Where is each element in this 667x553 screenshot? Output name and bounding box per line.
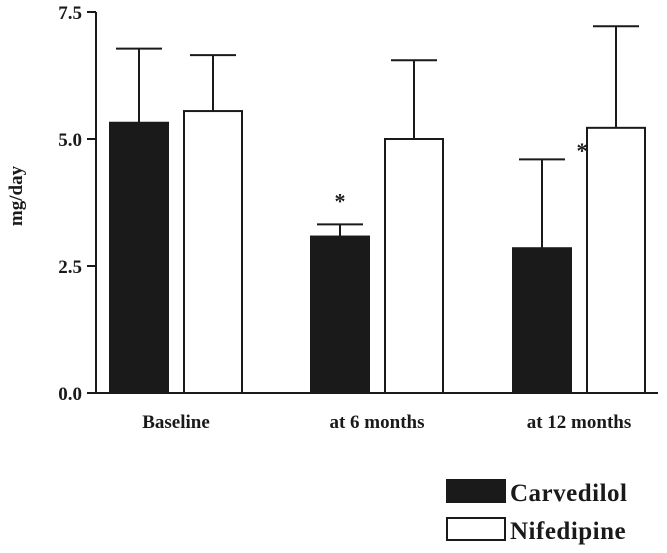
error-bar-nifedipine-0 [190, 54, 236, 112]
legend-swatch-carvedilol [446, 479, 506, 503]
y-tick-label: 7.5 [58, 3, 82, 24]
legend-label-nifedipine: Nifedipine [510, 518, 626, 545]
x-tick-label: Baseline [142, 412, 210, 433]
y-tick-label: 0.0 [58, 384, 82, 405]
error-bar-carvedilol-2 [519, 158, 565, 249]
x-tick-label: at 12 months [527, 412, 632, 433]
legend-label-carvedilol: Carvedilol [510, 480, 628, 507]
error-bar-carvedilol-0 [116, 47, 162, 123]
category-labels: Baseline at 6 months at 12 months [142, 412, 631, 433]
significance-annotations: ** [335, 138, 588, 213]
y-axis-label: mg/day [6, 165, 27, 226]
bar-nifedipine-0 [183, 110, 243, 394]
legend: Carvedilol Nifedipine [446, 479, 628, 545]
bar-carvedilol-1 [310, 235, 370, 394]
error-bar-nifedipine-1 [391, 59, 437, 139]
significance-asterisk: * [335, 189, 346, 214]
significance-asterisk: * [577, 138, 588, 163]
y-tick-label: 2.5 [58, 257, 82, 278]
x-tick-label: at 6 months [329, 412, 424, 433]
y-tick-label: 5.0 [58, 130, 82, 151]
bar-nifedipine-1 [384, 138, 444, 394]
bar-nifedipine-2 [586, 126, 646, 394]
y-axis-ticks: 0.0 2.5 5.0 7.5 [58, 3, 96, 405]
error-bar-carvedilol-1 [317, 223, 363, 237]
bar-carvedilol-2 [512, 247, 572, 394]
legend-swatch-nifedipine [446, 517, 506, 541]
error-bar-nifedipine-2 [593, 25, 639, 128]
bar-carvedilol-0 [109, 121, 169, 395]
bars [109, 25, 646, 395]
